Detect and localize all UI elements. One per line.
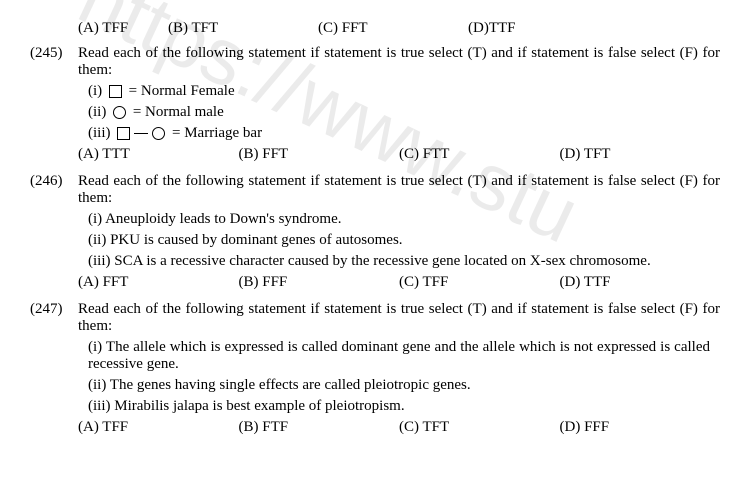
bar-icon — [134, 133, 148, 134]
stmt-label: (i) — [88, 83, 102, 99]
option-a: (A) TFF — [78, 419, 239, 436]
option-c: (C) TFF — [399, 274, 560, 291]
stmt-text: = Marriage bar — [172, 125, 262, 141]
question-number: (247) — [30, 301, 78, 335]
option-d: (D)TTF — [468, 20, 516, 37]
question-247: (247) Read each of the following stateme… — [30, 301, 720, 436]
options-row: (A) TTT (B) FFT (C) FTT (D) TFT — [78, 146, 720, 163]
option-c: (C) TFT — [399, 419, 560, 436]
option-c: (C) FFT — [318, 20, 468, 37]
circle-icon — [152, 127, 165, 140]
statement-i: (i) Aneuploidy leads to Down's syndrome. — [88, 211, 720, 228]
question-text: Read each of the following statement if … — [78, 173, 720, 207]
option-c: (C) FTT — [399, 146, 560, 163]
statement-ii: (ii) PKU is caused by dominant genes of … — [88, 232, 720, 249]
question-number: (246) — [30, 173, 78, 207]
stmt-label: (iii) — [88, 125, 111, 141]
square-icon — [117, 127, 130, 140]
option-b: (B) FFF — [239, 274, 400, 291]
question-number: (245) — [30, 45, 78, 79]
question-text: Read each of the following statement if … — [78, 301, 720, 335]
stmt-label: (ii) — [88, 104, 106, 120]
statement-i: (i) = Normal Female — [88, 83, 720, 100]
stmt-text: = Normal male — [133, 104, 224, 120]
statement-iii: (iii) = Marriage bar — [88, 125, 720, 142]
option-b: (B) FFT — [239, 146, 400, 163]
option-b: (B) TFT — [168, 20, 318, 37]
question-246: (246) Read each of the following stateme… — [30, 173, 720, 291]
option-b: (B) FTF — [239, 419, 400, 436]
statement-i: (i) The allele which is expressed is cal… — [88, 339, 710, 373]
top-options-row: (A) TFF (B) TFT (C) FFT (D)TTF — [78, 20, 720, 37]
option-d: (D) FFF — [560, 419, 721, 436]
statement-iii: (iii) Mirabilis jalapa is best example o… — [88, 398, 720, 415]
question-245: (245) Read each of the following stateme… — [30, 45, 720, 163]
stmt-text: = Normal Female — [129, 83, 235, 99]
circle-icon — [113, 106, 126, 119]
document-content: (A) TFF (B) TFT (C) FFT (D)TTF (245) Rea… — [30, 20, 720, 436]
option-a: (A) FFT — [78, 274, 239, 291]
square-icon — [109, 85, 122, 98]
options-row: (A) TFF (B) FTF (C) TFT (D) FFF — [78, 419, 720, 436]
statement-ii: (ii) The genes having single effects are… — [88, 377, 720, 394]
statement-ii: (ii) = Normal male — [88, 104, 720, 121]
option-a: (A) TFF — [78, 20, 168, 37]
option-d: (D) TFT — [560, 146, 721, 163]
options-row: (A) FFT (B) FFF (C) TFF (D) TTF — [78, 274, 720, 291]
option-d: (D) TTF — [560, 274, 721, 291]
question-text: Read each of the following statement if … — [78, 45, 720, 79]
statement-iii: (iii) SCA is a recessive character cause… — [88, 253, 720, 270]
option-a: (A) TTT — [78, 146, 239, 163]
